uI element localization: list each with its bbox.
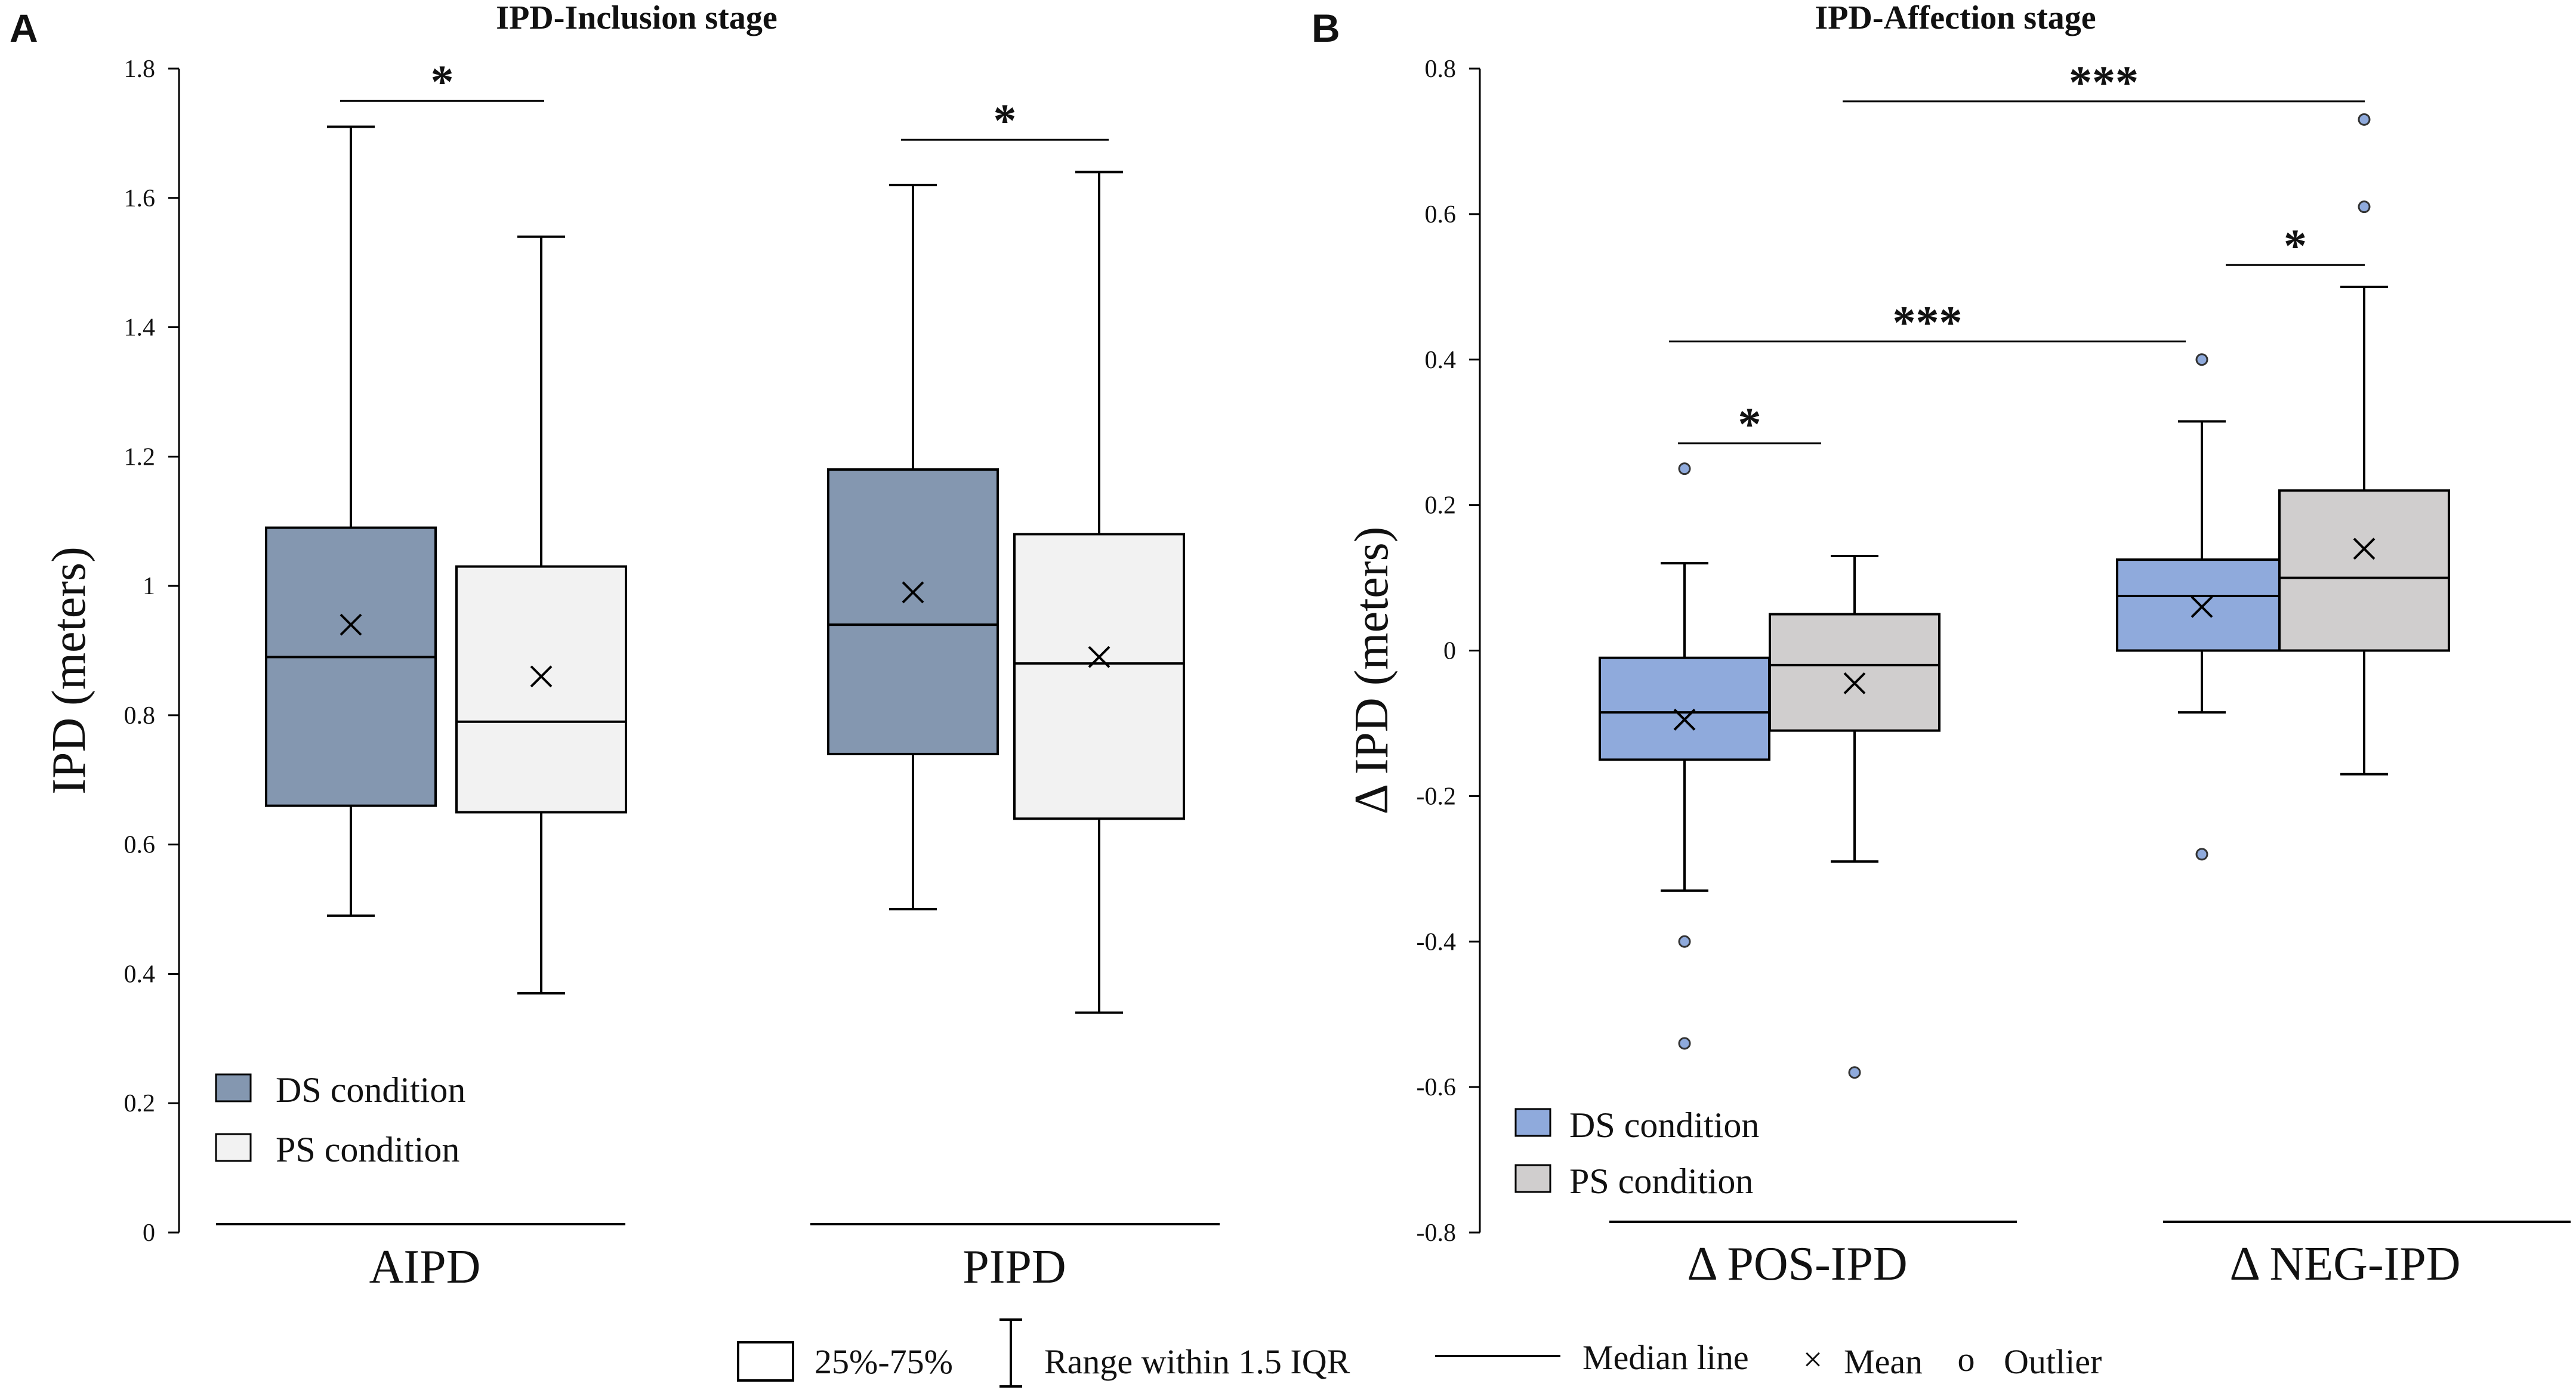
mean-marker-b: [2191, 595, 2213, 618]
y-tick-label-3: -0.2: [1417, 783, 1457, 810]
panel-b-boxes: [1599, 113, 2450, 1079]
footer-legend: 25%-75% Range within 1.5 IQR Median line…: [737, 1318, 2102, 1388]
significance-label-1: *: [994, 94, 1017, 146]
legend-label-ds: DS condition: [276, 1070, 465, 1110]
box-pos-ipd-ds-condition: [1599, 462, 1770, 1050]
iqr-box: [1599, 656, 1770, 761]
outlier-2: [1678, 1037, 1691, 1050]
legend-label-ps: PS condition: [1569, 1162, 1753, 1201]
box-pipd-ds-condition: [827, 184, 999, 911]
y-tick-label-5: 1: [143, 573, 155, 600]
footer-outlier-symbol: o: [1958, 1340, 1975, 1379]
legend-label-ds: DS condition: [1569, 1105, 1759, 1145]
box-neg-ipd-ps-condition: [2278, 113, 2450, 776]
mean-marker-b: [902, 581, 924, 604]
outlier-0: [1678, 462, 1691, 475]
y-tick-label-5: 0.2: [1425, 492, 1457, 520]
panel-a-y-axis-label: IPD (meters): [43, 546, 95, 794]
panel-b-title: IPD-Affection stage: [1815, 0, 2096, 36]
group-label-pipd: PIPD: [962, 1241, 1066, 1293]
panel-a-y-ticks: 0 0.2 0.4 0.6 0.8 1 1.2 1.4 1.6 1.8: [124, 55, 179, 1247]
significance-label-1: ***: [1893, 296, 1963, 348]
iqr-box: [827, 468, 999, 755]
footer-range-icon: [999, 1318, 1022, 1388]
y-tick-label-0: -0.8: [1417, 1219, 1457, 1247]
outlier-0: [2195, 353, 2208, 366]
footer-median-label: Median line: [1582, 1338, 1749, 1377]
mean-marker-b: [1673, 708, 1696, 731]
box-pos-ipd-ps-condition: [1769, 554, 1941, 1079]
y-tick-label-8: 1.6: [124, 185, 156, 212]
y-tick-label-4: 0.8: [124, 702, 156, 730]
group-label-aipd: AIPD: [369, 1241, 481, 1293]
mean-marker-b: [1843, 672, 1866, 694]
panel-a-boxes: [265, 125, 1185, 1014]
panel-b-legend: DS condition PS condition: [1514, 1105, 1759, 1201]
significance-label-3: ***: [2069, 56, 2139, 108]
iqr-box: [1013, 533, 1185, 820]
box-aipd-ps-condition: [455, 235, 627, 994]
y-tick-label-9: 1.8: [124, 55, 156, 83]
y-tick-label-7: 0.6: [1425, 201, 1457, 228]
y-tick-label-7: 1.4: [124, 314, 156, 342]
footer-box-swatch: [737, 1341, 794, 1382]
iqr-box: [455, 565, 627, 814]
iqr-box: [1769, 613, 1941, 732]
outlier-1: [1678, 935, 1691, 948]
box-pipd-ps-condition: [1013, 171, 1185, 1014]
panel-a-legend: DS condition PS condition: [215, 1070, 465, 1169]
significance-label-0: *: [431, 55, 454, 107]
panel-b-letter: B: [1312, 6, 1340, 50]
legend-swatch-ps: [215, 1133, 252, 1162]
outlier-1: [2358, 200, 2371, 214]
panel-b-y-ticks: -0.8 -0.6 -0.4 -0.2 0 0.2 0.4 0.6 0.8: [1417, 55, 1480, 1247]
y-tick-label-8: 0.8: [1425, 55, 1457, 83]
significance-label-0: *: [1738, 398, 1761, 450]
panel-b-significance: ********: [1669, 56, 2365, 450]
y-tick-label-0: 0: [143, 1219, 155, 1247]
box-neg-ipd-ds-condition: [2116, 353, 2288, 861]
panel-b: B IPD-Affection stage Δ IPD (meters) -0.…: [1312, 0, 2571, 1290]
legend-swatch-ds: [1514, 1108, 1551, 1137]
footer-outlier-label: Outlier: [2004, 1342, 2102, 1381]
outlier-0: [1848, 1066, 1861, 1079]
significance-label-2: *: [2284, 220, 2307, 271]
y-tick-label-3: 0.6: [124, 832, 156, 859]
mean-marker-b: [2353, 538, 2376, 560]
legend-swatch-ps: [1514, 1164, 1551, 1193]
group-label-pos-ipd: Δ POS-IPD: [1687, 1238, 1907, 1290]
footer-mean-symbol: ×: [1803, 1340, 1823, 1379]
panel-a-significance: **: [340, 55, 1109, 146]
footer-box-label: 25%-75%: [815, 1342, 953, 1381]
panel-b-y-axis-label: Δ IPD (meters): [1346, 527, 1398, 814]
footer-mean-label: Mean: [1844, 1342, 1923, 1381]
box-aipd-ds-condition: [265, 125, 437, 917]
mean-marker-b: [530, 665, 553, 688]
legend-swatch-ds: [215, 1073, 252, 1102]
group-label-neg-ipd: Δ NEG-IPD: [2230, 1238, 2461, 1290]
panel-a-letter: A: [10, 6, 38, 50]
iqr-box: [2116, 558, 2288, 652]
legend-label-ps: PS condition: [276, 1130, 459, 1169]
mean-marker-b: [1088, 645, 1110, 668]
mean-marker-b: [340, 613, 362, 636]
y-tick-label-6: 0.4: [1425, 347, 1457, 374]
outlier-0: [2358, 113, 2371, 126]
y-tick-label-2: 0.4: [124, 960, 156, 988]
y-tick-label-1: 0.2: [124, 1090, 156, 1117]
footer-range-label: Range within 1.5 IQR: [1044, 1342, 1350, 1381]
iqr-box: [2278, 489, 2450, 652]
y-tick-label-6: 1.2: [124, 443, 156, 471]
panel-a: A IPD-Inclusion stage IPD (meters) 00.20…: [10, 0, 1220, 1293]
y-tick-label-1: -0.6: [1417, 1074, 1457, 1101]
iqr-box: [265, 526, 437, 807]
outlier-1: [2195, 848, 2208, 861]
y-tick-label-4: 0: [1443, 638, 1456, 665]
y-tick-label-2: -0.4: [1417, 928, 1457, 956]
panel-a-title: IPD-Inclusion stage: [496, 0, 777, 36]
